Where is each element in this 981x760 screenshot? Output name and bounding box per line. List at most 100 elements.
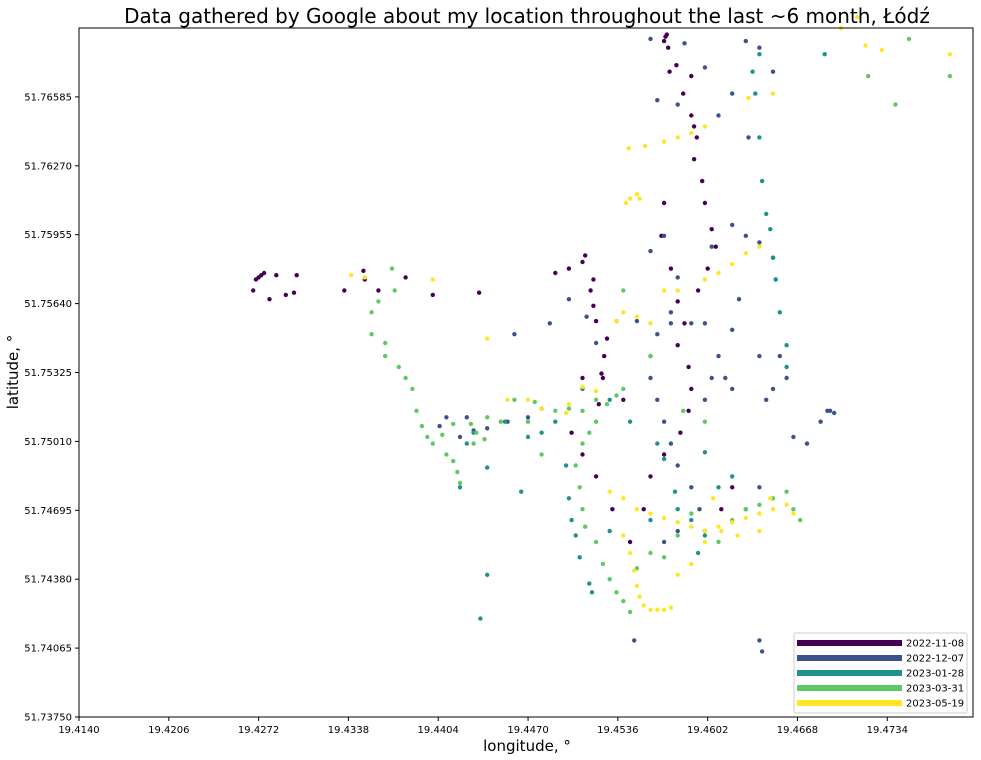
data-point (757, 502, 762, 507)
data-point (689, 511, 694, 516)
data-point (607, 397, 612, 402)
data-point (525, 415, 531, 420)
data-point (947, 52, 953, 57)
data-point (661, 233, 667, 238)
data-point (403, 275, 408, 280)
data-point (389, 266, 395, 271)
data-point (764, 397, 769, 402)
data-point (702, 124, 708, 129)
data-point (666, 45, 671, 50)
data-point (777, 353, 782, 359)
data-point (593, 388, 599, 394)
data-point (468, 421, 474, 427)
data-point (675, 343, 680, 348)
data-point (455, 469, 460, 475)
data-point (593, 474, 599, 479)
x-tick-label: 19.4668 (777, 725, 818, 736)
y-tick-label: 51.75955 (24, 230, 72, 241)
data-point (573, 463, 578, 468)
data-point (716, 524, 721, 529)
data-point (485, 426, 490, 431)
data-point (689, 73, 694, 79)
data-point (464, 415, 469, 420)
data-point (614, 590, 619, 595)
x-tick-label: 19.4206 (148, 725, 189, 736)
data-point (723, 375, 728, 381)
data-point (267, 297, 272, 302)
data-point (757, 485, 762, 490)
data-point (593, 539, 599, 545)
data-point (587, 430, 592, 435)
data-point (573, 533, 578, 538)
data-point (675, 463, 680, 468)
data-point (634, 507, 640, 512)
data-point (730, 474, 735, 479)
data-point (626, 146, 631, 151)
data-point (746, 135, 751, 140)
data-point (689, 130, 694, 136)
data-point (627, 539, 633, 545)
data-point (757, 353, 762, 359)
data-point (392, 288, 397, 293)
data-point (675, 135, 680, 140)
x-tick-label: 19.4404 (418, 725, 459, 736)
data-point (818, 419, 823, 424)
data-point (430, 441, 435, 446)
data-point (730, 327, 735, 332)
data-point (593, 340, 599, 346)
data-point (532, 399, 537, 405)
data-point (791, 511, 796, 516)
data-point (694, 135, 699, 140)
data-point (661, 288, 667, 293)
data-point (697, 507, 702, 512)
data-point (485, 465, 490, 470)
data-point (804, 441, 810, 446)
data-point (730, 386, 735, 392)
data-point (700, 178, 705, 184)
data-point (770, 91, 776, 96)
data-point (730, 222, 735, 228)
data-point (764, 211, 769, 217)
data-point (827, 408, 833, 413)
data-point (691, 157, 697, 162)
data-point (539, 430, 544, 435)
data-point (777, 310, 782, 315)
data-point (661, 607, 667, 612)
data-point (525, 397, 531, 402)
data-point (855, 14, 860, 20)
data-point (600, 561, 606, 567)
data-point (580, 384, 585, 389)
data-point (743, 233, 748, 238)
data-point (383, 353, 388, 359)
data-point (757, 45, 762, 50)
data-point (566, 402, 572, 407)
data-point (689, 321, 694, 326)
data-point (709, 375, 714, 381)
data-point (695, 288, 701, 293)
data-point (675, 507, 680, 512)
data-point (675, 275, 680, 280)
x-axis-ticks: 19.4140 19.4206 19.4272 19.4338 19.4404 19.44… (58, 717, 908, 736)
data-point (569, 430, 574, 435)
data-point (362, 275, 367, 280)
data-point (681, 91, 686, 96)
data-point (457, 434, 463, 440)
data-point (668, 266, 674, 271)
data-point (705, 266, 710, 271)
data-point (593, 318, 599, 324)
data-point (675, 520, 680, 525)
data-point (675, 572, 680, 577)
y-tick-label: 51.74380 (24, 575, 72, 586)
data-point (689, 113, 694, 118)
data-point (621, 397, 626, 402)
data-point (648, 474, 653, 479)
data-point (553, 270, 558, 276)
data-point (674, 62, 679, 68)
data-point (735, 533, 740, 538)
data-point (512, 332, 517, 337)
data-point (770, 255, 776, 260)
data-point (702, 277, 708, 282)
legend-label: 2023-05-19 (906, 699, 964, 710)
data-point (627, 550, 633, 556)
data-point (655, 397, 660, 402)
